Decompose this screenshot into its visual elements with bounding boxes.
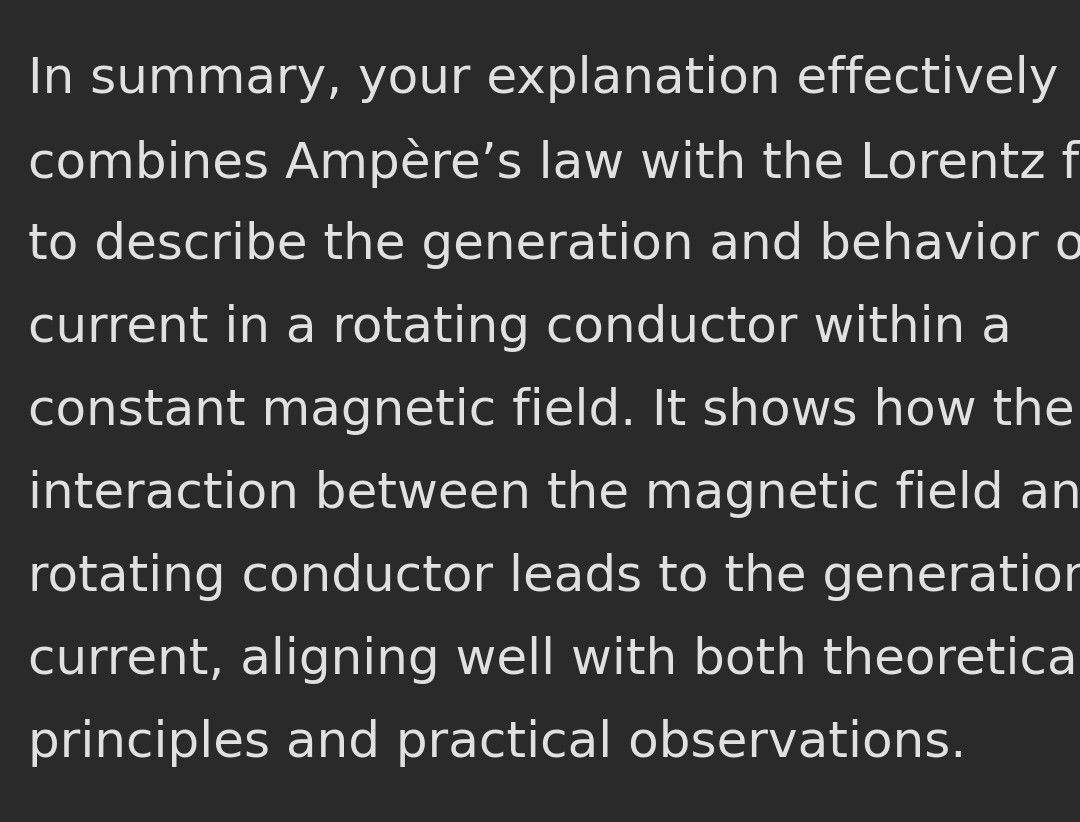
- Text: In summary, your explanation effectively: In summary, your explanation effectively: [28, 55, 1058, 103]
- Text: principles and practical observations.: principles and practical observations.: [28, 719, 967, 767]
- Text: constant magnetic field. It shows how the: constant magnetic field. It shows how th…: [28, 387, 1075, 435]
- Text: rotating conductor leads to the generation of: rotating conductor leads to the generati…: [28, 553, 1080, 601]
- Text: current, aligning well with both theoretical: current, aligning well with both theoret…: [28, 636, 1080, 684]
- Text: to describe the generation and behavior of: to describe the generation and behavior …: [28, 221, 1080, 269]
- Text: combines Ampère’s law with the Lorentz force: combines Ampère’s law with the Lorentz f…: [28, 138, 1080, 188]
- Text: current in a rotating conductor within a: current in a rotating conductor within a: [28, 304, 1012, 352]
- Text: interaction between the magnetic field and the: interaction between the magnetic field a…: [28, 470, 1080, 518]
